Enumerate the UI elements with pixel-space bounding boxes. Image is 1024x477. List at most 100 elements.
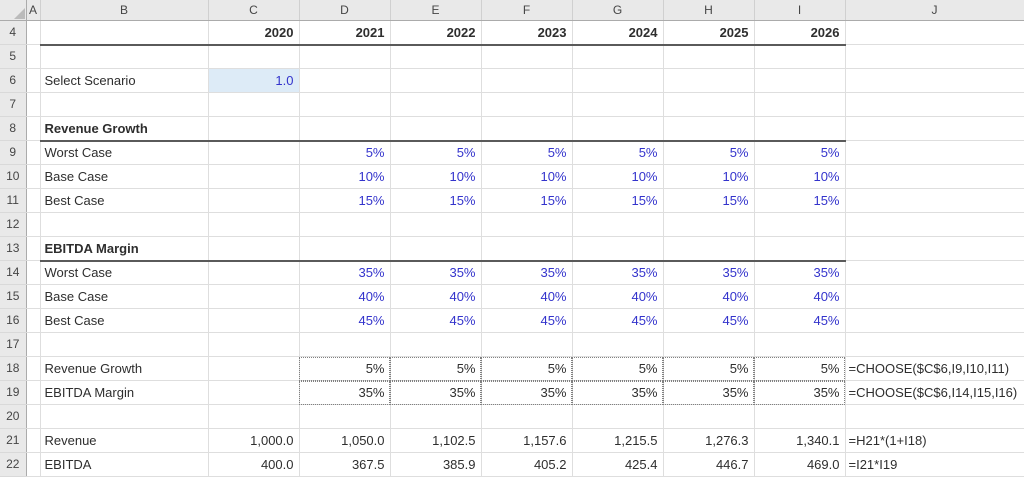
cell-H7[interactable] [663, 92, 755, 117]
cell-H22[interactable]: 446.7 [663, 452, 755, 477]
cell-J19[interactable]: =CHOOSE($C$6,I14,I15,I16) [845, 380, 1024, 405]
cell-J9[interactable] [845, 140, 1024, 165]
cell-A5[interactable] [26, 44, 41, 69]
cell-F4[interactable]: 2023 [481, 20, 573, 46]
row-header-8[interactable]: 8 [0, 116, 27, 141]
cell-G13[interactable] [572, 236, 664, 262]
cell-J7[interactable] [845, 92, 1024, 117]
cell-B11[interactable]: Best Case [40, 188, 209, 213]
cell-H19[interactable]: 35% [663, 380, 755, 405]
col-header-D[interactable]: D [299, 0, 391, 21]
row-header-14[interactable]: 14 [0, 260, 27, 285]
cell-D6[interactable] [299, 68, 391, 93]
cell-G17[interactable] [572, 332, 664, 357]
col-header-G[interactable]: G [572, 0, 664, 21]
cell-B7[interactable] [40, 92, 209, 117]
cell-G5[interactable] [572, 44, 664, 69]
cell-I4[interactable]: 2026 [754, 20, 846, 46]
cell-C13[interactable] [208, 236, 300, 262]
cell-C11[interactable] [208, 188, 300, 213]
cell-B6[interactable]: Select Scenario [40, 68, 209, 93]
cell-D8[interactable] [299, 116, 391, 142]
cell-D11[interactable]: 15% [299, 188, 391, 213]
cell-F14[interactable]: 35% [481, 260, 573, 285]
cell-G4[interactable]: 2024 [572, 20, 664, 46]
cell-D22[interactable]: 367.5 [299, 452, 391, 477]
cell-A7[interactable] [26, 92, 41, 117]
cell-A12[interactable] [26, 212, 41, 237]
cell-C7[interactable] [208, 92, 300, 117]
cell-E12[interactable] [390, 212, 482, 237]
col-header-I[interactable]: I [754, 0, 846, 21]
cell-E14[interactable]: 35% [390, 260, 482, 285]
cell-I19[interactable]: 35% [754, 380, 846, 405]
cell-D13[interactable] [299, 236, 391, 262]
cell-E8[interactable] [390, 116, 482, 142]
cell-F17[interactable] [481, 332, 573, 357]
row-header-11[interactable]: 11 [0, 188, 27, 213]
cell-F18[interactable]: 5% [481, 356, 573, 381]
cell-A16[interactable] [26, 308, 41, 333]
cell-E16[interactable]: 45% [390, 308, 482, 333]
cell-J18[interactable]: =CHOOSE($C$6,I9,I10,I11) [845, 356, 1024, 381]
cell-G9[interactable]: 5% [572, 140, 664, 165]
cell-F6[interactable] [481, 68, 573, 93]
cell-E15[interactable]: 40% [390, 284, 482, 309]
cell-J12[interactable] [845, 212, 1024, 237]
cell-J13[interactable] [845, 236, 1024, 261]
cell-J22[interactable]: =I21*I19 [845, 452, 1024, 477]
cell-J10[interactable] [845, 164, 1024, 189]
cell-B21[interactable]: Revenue [40, 428, 209, 453]
cell-D17[interactable] [299, 332, 391, 357]
cell-C22[interactable]: 400.0 [208, 452, 300, 477]
cell-I17[interactable] [754, 332, 846, 357]
cell-F10[interactable]: 10% [481, 164, 573, 189]
cell-E22[interactable]: 385.9 [390, 452, 482, 477]
cell-B10[interactable]: Base Case [40, 164, 209, 189]
cell-F16[interactable]: 45% [481, 308, 573, 333]
row-header-21[interactable]: 21 [0, 428, 27, 453]
cell-G12[interactable] [572, 212, 664, 237]
cell-G22[interactable]: 425.4 [572, 452, 664, 477]
cell-I12[interactable] [754, 212, 846, 237]
cell-B5[interactable] [40, 44, 209, 69]
cell-F13[interactable] [481, 236, 573, 262]
cell-G16[interactable]: 45% [572, 308, 664, 333]
cell-F21[interactable]: 1,157.6 [481, 428, 573, 453]
cell-D14[interactable]: 35% [299, 260, 391, 285]
cell-H11[interactable]: 15% [663, 188, 755, 213]
cell-B14[interactable]: Worst Case [40, 260, 209, 285]
cell-G6[interactable] [572, 68, 664, 93]
cell-A9[interactable] [26, 140, 41, 165]
cell-E19[interactable]: 35% [390, 380, 482, 405]
row-header-6[interactable]: 6 [0, 68, 27, 93]
row-header-10[interactable]: 10 [0, 164, 27, 189]
cell-J5[interactable] [845, 44, 1024, 69]
cell-I21[interactable]: 1,340.1 [754, 428, 846, 453]
cell-H16[interactable]: 45% [663, 308, 755, 333]
select-all-icon[interactable] [13, 8, 25, 19]
cell-A14[interactable] [26, 260, 41, 285]
cell-G18[interactable]: 5% [572, 356, 664, 381]
cell-C19[interactable] [208, 380, 300, 405]
cell-A6[interactable] [26, 68, 41, 93]
col-header-A[interactable]: A [26, 0, 41, 21]
cell-D16[interactable]: 45% [299, 308, 391, 333]
cell-E21[interactable]: 1,102.5 [390, 428, 482, 453]
cell-H8[interactable] [663, 116, 755, 142]
cell-C17[interactable] [208, 332, 300, 357]
cell-A21[interactable] [26, 428, 41, 453]
cell-C14[interactable] [208, 260, 300, 285]
cell-A19[interactable] [26, 380, 41, 405]
cell-C10[interactable] [208, 164, 300, 189]
cell-G14[interactable]: 35% [572, 260, 664, 285]
cell-E13[interactable] [390, 236, 482, 262]
cell-E11[interactable]: 15% [390, 188, 482, 213]
cell-J17[interactable] [845, 332, 1024, 357]
cell-I6[interactable] [754, 68, 846, 93]
cell-C8[interactable] [208, 116, 300, 142]
cell-C4[interactable]: 2020 [208, 20, 300, 46]
col-header-F[interactable]: F [481, 0, 573, 21]
cell-D10[interactable]: 10% [299, 164, 391, 189]
cell-A8[interactable] [26, 116, 41, 141]
